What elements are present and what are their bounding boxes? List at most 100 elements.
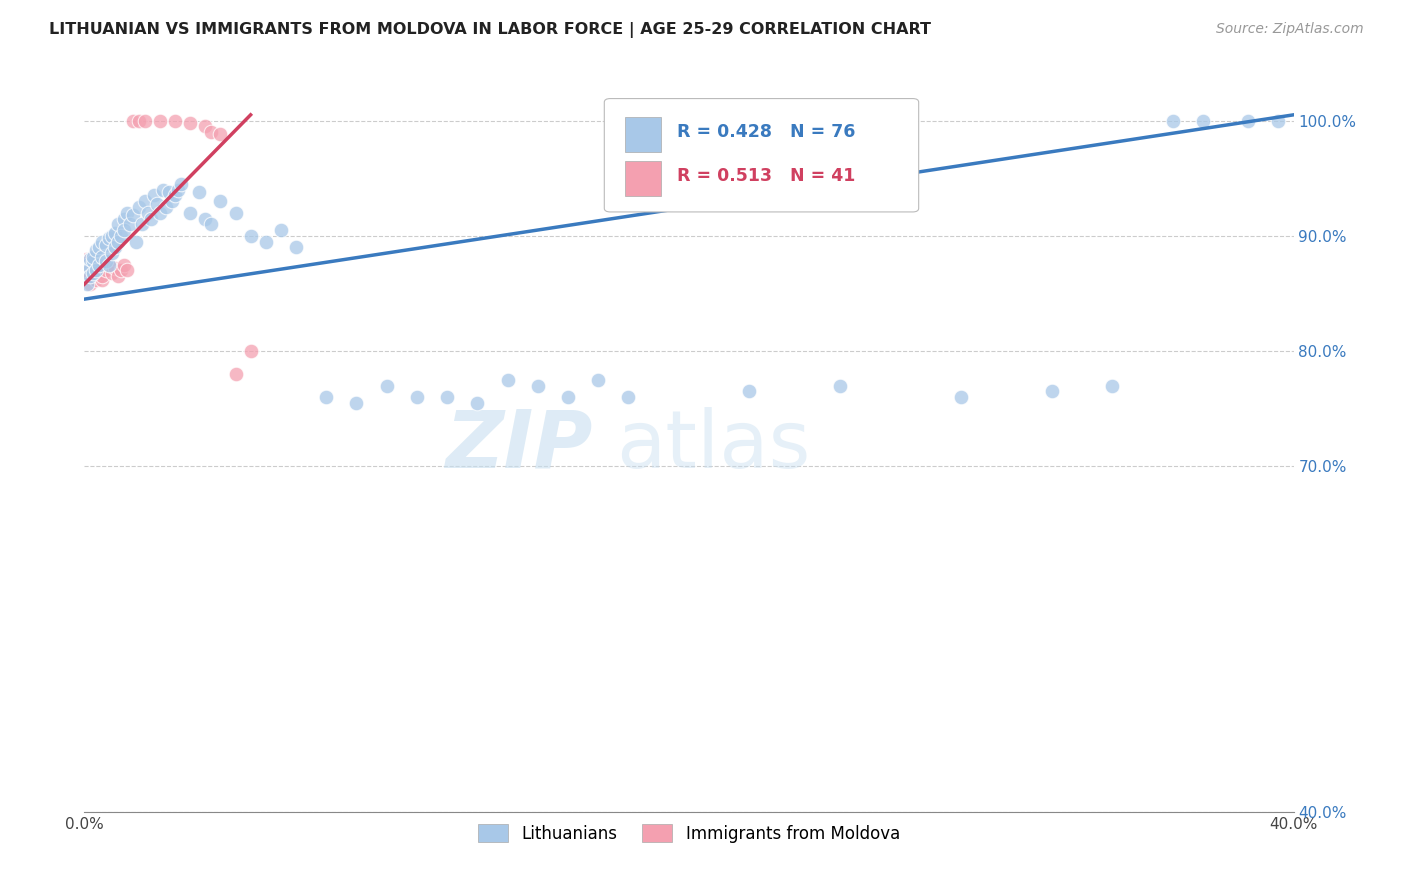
Point	[134, 194, 156, 209]
Point	[104, 260, 127, 275]
Point	[270, 223, 292, 237]
Point	[100, 246, 122, 260]
Point	[170, 177, 193, 191]
Point	[94, 238, 117, 252]
Point	[91, 250, 114, 264]
Point	[76, 277, 98, 292]
Point	[436, 390, 458, 404]
Point	[209, 194, 232, 209]
Point	[1267, 113, 1289, 128]
Legend: Lithuanians, Immigrants from Moldova: Lithuanians, Immigrants from Moldova	[470, 816, 908, 851]
Point	[76, 266, 98, 280]
Point	[97, 231, 120, 245]
Point	[142, 188, 165, 202]
Point	[160, 194, 183, 209]
Point	[79, 269, 101, 284]
Point	[830, 378, 852, 392]
Point	[617, 390, 640, 404]
Point	[79, 252, 101, 266]
Point	[112, 211, 135, 226]
Point	[110, 228, 132, 243]
Point	[91, 235, 114, 249]
Point	[86, 272, 108, 286]
Text: ZIP: ZIP	[444, 407, 592, 485]
Point	[149, 206, 172, 220]
Point	[94, 254, 117, 268]
Point	[167, 183, 190, 197]
Point	[91, 269, 114, 284]
Point	[467, 396, 489, 410]
Point	[950, 390, 973, 404]
Point	[104, 240, 127, 254]
Point	[82, 250, 104, 264]
Point	[1101, 378, 1123, 392]
Point	[112, 223, 135, 237]
Point	[128, 200, 150, 214]
Point	[76, 258, 98, 272]
Point	[82, 252, 104, 266]
Point	[107, 217, 129, 231]
Text: LITHUANIAN VS IMMIGRANTS FROM MOLDOVA IN LABOR FORCE | AGE 25-29 CORRELATION CHA: LITHUANIAN VS IMMIGRANTS FROM MOLDOVA IN…	[49, 22, 931, 38]
Point	[406, 390, 429, 404]
FancyBboxPatch shape	[624, 161, 661, 196]
Point	[100, 228, 122, 243]
Point	[76, 258, 98, 272]
Point	[152, 183, 174, 197]
Point	[1040, 384, 1063, 399]
Point	[79, 252, 101, 266]
Point	[121, 208, 143, 222]
Point	[128, 113, 150, 128]
Point	[225, 206, 247, 220]
Point	[285, 240, 308, 254]
Point	[107, 235, 129, 249]
Point	[315, 390, 337, 404]
Point	[1237, 113, 1260, 128]
Point	[89, 269, 111, 284]
Point	[104, 227, 127, 241]
Point	[200, 125, 222, 139]
Point	[155, 200, 177, 214]
Point	[165, 113, 187, 128]
Point	[112, 258, 135, 272]
Point	[134, 113, 156, 128]
Point	[157, 185, 180, 199]
Point	[496, 373, 519, 387]
Point	[179, 116, 201, 130]
Point	[346, 396, 368, 410]
Point	[527, 378, 550, 392]
FancyBboxPatch shape	[605, 99, 918, 212]
Point	[118, 217, 141, 231]
Point	[254, 235, 277, 249]
Point	[107, 269, 129, 284]
Point	[115, 206, 138, 220]
Point	[79, 260, 101, 275]
Point	[91, 272, 114, 286]
Point	[89, 240, 111, 254]
Point	[1161, 113, 1184, 128]
Point	[121, 113, 143, 128]
Point	[115, 263, 138, 277]
Point	[125, 235, 148, 249]
Text: R = 0.513   N = 41: R = 0.513 N = 41	[676, 167, 855, 185]
Point	[100, 266, 122, 280]
Point	[82, 258, 104, 272]
Point	[136, 206, 159, 220]
Point	[557, 390, 579, 404]
Point	[86, 263, 108, 277]
Point	[86, 260, 108, 275]
Point	[239, 228, 262, 243]
Text: R = 0.428   N = 76: R = 0.428 N = 76	[676, 123, 855, 141]
Point	[209, 128, 232, 142]
Point	[239, 343, 262, 358]
Point	[131, 217, 153, 231]
Point	[588, 373, 610, 387]
Point	[86, 266, 108, 280]
Point	[79, 277, 101, 292]
Point	[97, 258, 120, 272]
Point	[79, 269, 101, 284]
Point	[149, 113, 172, 128]
Point	[188, 185, 211, 199]
Point	[76, 252, 98, 266]
Point	[82, 254, 104, 268]
Point	[86, 254, 108, 268]
